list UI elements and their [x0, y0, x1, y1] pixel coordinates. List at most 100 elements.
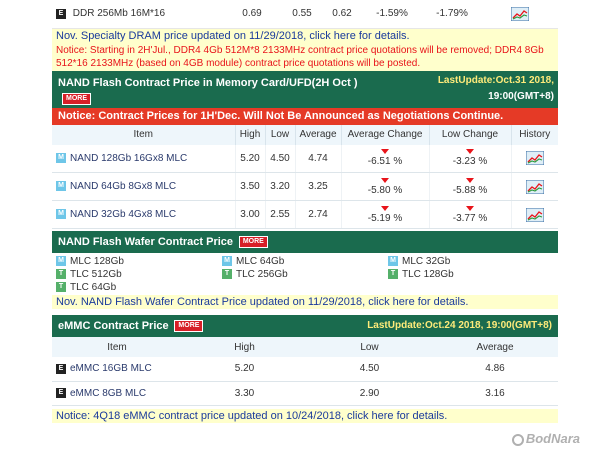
table-header-row: Item High Low Average Average Change Low… [52, 124, 558, 145]
down-arrow-icon [466, 149, 474, 155]
watermark: BodNara [511, 431, 580, 446]
list-item[interactable]: M MLC 32Gb [384, 255, 552, 268]
table-row[interactable]: M NAND 64Gb 8Gx8 MLC 3.50 3.20 3.25 -5.80… [52, 172, 558, 201]
history-cell[interactable] [511, 144, 558, 173]
list-item-label: TLC 256Gb [236, 269, 288, 280]
average-change: -5.19 % [341, 200, 430, 229]
product-type-icon: E [56, 363, 66, 374]
item-cell: M NAND 128Gb 16Gx8 MLC [52, 144, 236, 173]
average-change-value: -5.80 % [367, 184, 403, 196]
history-chart-icon[interactable] [525, 179, 544, 194]
more-button[interactable]: MORE [62, 92, 91, 105]
down-arrow-icon [466, 177, 474, 183]
section-title: eMMC Contract Price [58, 320, 169, 332]
ddr4-notice: Notice: Starting in 2H'Jul., DDR4 4Gb 51… [52, 42, 558, 71]
last-update: LastUpdate:Oct.31 2018, [437, 74, 554, 86]
item-cell: M NAND 32Gb 4Gx8 MLC [52, 200, 236, 229]
wafer-notice[interactable]: Nov. NAND Flash Wafer Contract Price upd… [52, 295, 558, 309]
list-item-label: MLC 32Gb [402, 256, 451, 267]
low-change: -3.77 % [429, 200, 512, 229]
average-value: 2.74 [295, 200, 342, 229]
emmc-notice[interactable]: Notice: 4Q18 eMMC contract price updated… [52, 408, 558, 423]
item-name: DDR 256Mb 16M*16 [72, 8, 166, 20]
item-cell: M NAND 64Gb 8Gx8 MLC [52, 172, 236, 201]
history-cell[interactable] [511, 200, 558, 229]
history-chart-icon[interactable] [525, 207, 544, 222]
list-item-label: TLC 64Gb [70, 282, 117, 293]
mlc-tag-icon: M [56, 181, 66, 192]
list-item[interactable]: T TLC 256Gb [218, 268, 384, 281]
low-change: -1.79% [422, 0, 482, 29]
list-item[interactable]: M MLC 128Gb [52, 255, 218, 268]
mlc-tag-icon: M [56, 153, 66, 164]
average-change: -1.59% [362, 0, 422, 29]
low-change-value: -5.88 % [452, 184, 488, 196]
history-cell[interactable] [482, 0, 558, 29]
low-value: 4.50 [307, 357, 432, 382]
watermark-logo-icon [511, 433, 524, 446]
item-name: NAND 128Gb 16Gx8 MLC [70, 152, 188, 164]
column-header: Average Change [341, 124, 430, 145]
specialty-dram-notice[interactable]: Nov. Specialty DRAM price updated on 11/… [52, 28, 558, 43]
last-update-time: 19:00(GMT+8) [488, 90, 554, 102]
nand-card-header: NAND Flash Contract Price in Memory Card… [52, 70, 558, 108]
average-value: 3.25 [295, 172, 342, 201]
list-item-label: TLC 128Gb [402, 269, 454, 280]
average-change-value: -6.51 % [367, 156, 403, 168]
down-arrow-icon [381, 149, 389, 155]
column-header: High [182, 337, 307, 357]
table-header-row: Item High Low Average [52, 337, 558, 357]
high-value: 3.00 [235, 200, 266, 229]
history-cell[interactable] [511, 172, 558, 201]
history-chart-icon[interactable] [525, 151, 544, 166]
low-value: 2.90 [307, 381, 432, 406]
average-change: -5.80 % [341, 172, 430, 201]
average-value: 0.62 [322, 0, 362, 29]
list-item[interactable]: M MLC 64Gb [218, 255, 384, 268]
more-button[interactable]: MORE [174, 320, 204, 333]
last-update: LastUpdate:Oct.24 2018, 19:00(GMT+8) [367, 320, 552, 331]
column-header: History [511, 124, 558, 145]
down-arrow-icon [381, 205, 389, 211]
mlc-tag-icon: M [56, 209, 66, 220]
table-row[interactable]: M NAND 32Gb 4Gx8 MLC 3.00 2.55 2.74 -5.19… [52, 200, 558, 229]
item-name: NAND 32Gb 4Gx8 MLC [70, 209, 177, 220]
list-item[interactable]: T TLC 512Gb [52, 268, 218, 281]
list-item[interactable]: T TLC 64Gb [52, 281, 218, 294]
table-row[interactable]: M NAND 128Gb 16Gx8 MLC 5.20 4.50 4.74 -6.… [52, 144, 558, 173]
tlc-tag-icon: T [56, 269, 66, 280]
item-name: eMMC 16GB MLC [70, 363, 152, 375]
average-value: 4.86 [432, 357, 558, 382]
low-change: -3.23 % [429, 144, 512, 173]
mlc-tag-icon: M [56, 256, 66, 267]
column-header: Average [432, 337, 558, 357]
history-chart-icon[interactable] [511, 6, 529, 21]
wafer-header: NAND Flash Wafer Contract Price MORE [52, 231, 558, 253]
column-header: Low [307, 337, 432, 357]
high-value: 3.30 [182, 381, 307, 406]
table-row[interactable]: E DDR 256Mb 16M*16 0.69 0.55 0.62 -1.59%… [52, 0, 558, 29]
tlc-tag-icon: T [222, 269, 232, 280]
watermark-text: BodNara [525, 431, 580, 446]
nand-card-table: Item High Low Average Average Change Low… [52, 124, 558, 229]
high-value: 5.20 [235, 144, 266, 173]
wafer-list: M MLC 128Gb M MLC 64Gb M MLC 32Gb T TLC 512G… [52, 253, 558, 294]
tlc-tag-icon: T [56, 282, 66, 293]
section-title: NAND Flash Wafer Contract Price [58, 236, 234, 248]
column-header: Low [265, 124, 296, 145]
high-value: 5.20 [182, 357, 307, 382]
low-value: 0.55 [282, 0, 322, 29]
column-header: High [235, 124, 266, 145]
item-name: NAND 64Gb 8Gx8 MLC [70, 181, 177, 192]
section-title: NAND Flash Contract Price in Memory Card… [58, 76, 358, 89]
mlc-tag-icon: M [388, 256, 398, 267]
mlc-tag-icon: M [222, 256, 232, 267]
list-item[interactable]: T TLC 128Gb [384, 268, 552, 281]
more-button[interactable]: MORE [238, 236, 268, 249]
